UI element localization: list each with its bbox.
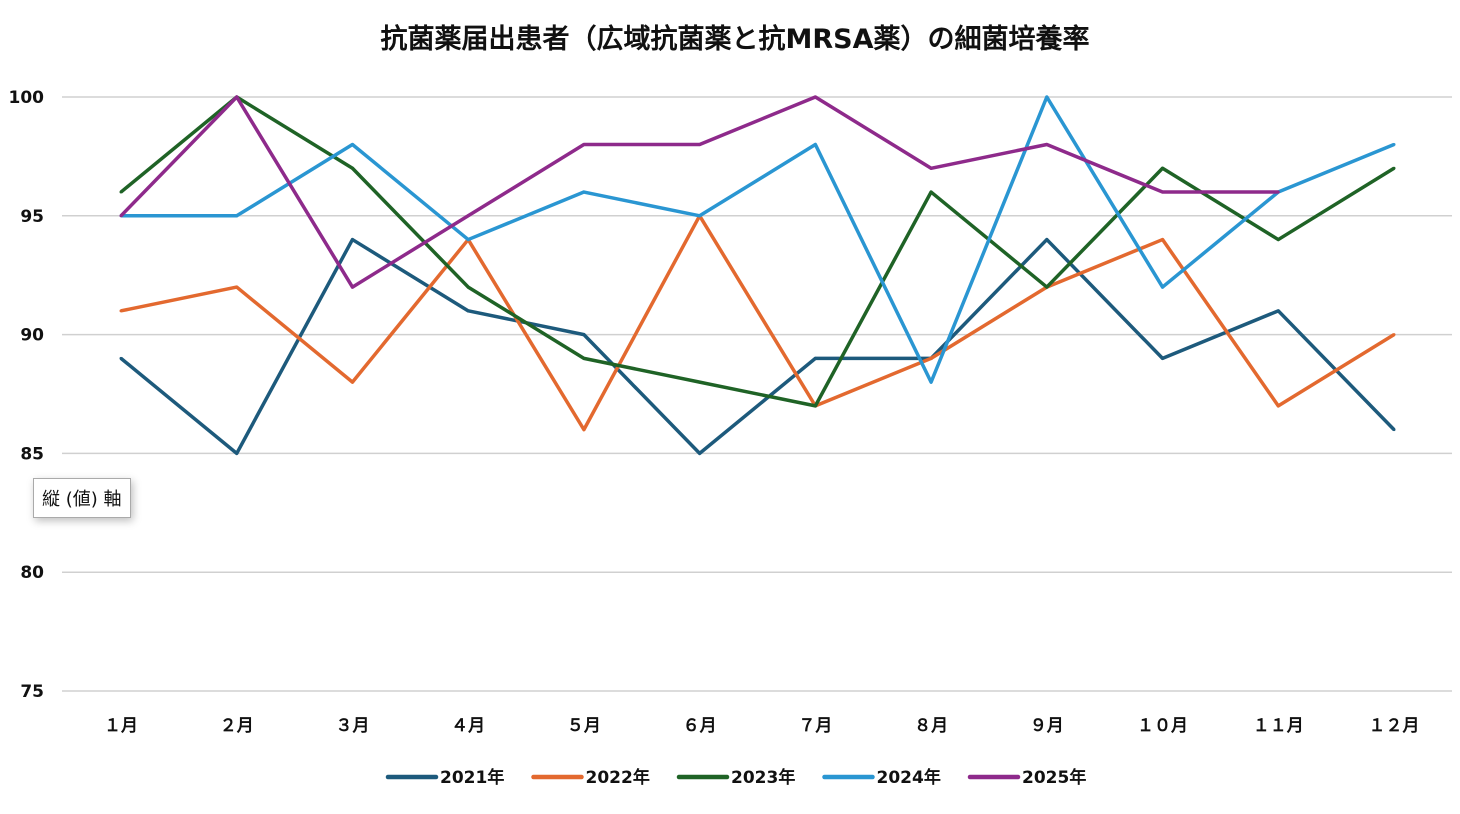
data-point bbox=[582, 428, 586, 432]
data-point bbox=[235, 214, 239, 218]
legend-label: 2024年 bbox=[877, 767, 941, 788]
data-point bbox=[582, 143, 586, 147]
data-point bbox=[119, 190, 123, 194]
x-tick-label: ３月 bbox=[335, 716, 369, 736]
data-point bbox=[1276, 190, 1280, 194]
x-tick-label: １１月 bbox=[1253, 716, 1304, 736]
chart-title: 抗菌薬届出患者（広域抗菌薬と抗MRSA薬）の細菌培養率 bbox=[381, 23, 1090, 55]
data-point bbox=[813, 356, 817, 360]
data-point bbox=[698, 380, 702, 384]
data-point bbox=[1276, 309, 1280, 313]
data-point bbox=[1161, 190, 1165, 194]
x-tick-label: １２月 bbox=[1369, 716, 1420, 736]
data-point bbox=[235, 285, 239, 289]
data-point bbox=[582, 333, 586, 337]
y-tick-label: 85 bbox=[20, 444, 44, 464]
data-point bbox=[698, 451, 702, 455]
x-tick-label: ９月 bbox=[1030, 716, 1064, 736]
x-tick-label: １０月 bbox=[1137, 716, 1188, 736]
data-point bbox=[1392, 166, 1396, 170]
data-point bbox=[813, 143, 817, 147]
data-point bbox=[1392, 428, 1396, 432]
data-point bbox=[235, 95, 239, 99]
data-point bbox=[119, 214, 123, 218]
y-tick-label: 100 bbox=[9, 88, 45, 108]
series-line-2022年[interactable] bbox=[120, 214, 1395, 432]
y-tick-label: 75 bbox=[20, 682, 44, 702]
data-point bbox=[1392, 333, 1396, 337]
y-tick-label: 80 bbox=[20, 563, 44, 583]
data-point bbox=[698, 214, 702, 218]
data-point bbox=[1161, 166, 1165, 170]
data-point bbox=[119, 309, 123, 313]
legend-label: 2022年 bbox=[586, 767, 650, 788]
series-line-2021年[interactable] bbox=[119, 237, 1396, 456]
legend-label: 2021年 bbox=[440, 767, 504, 788]
legend-label: 2025年 bbox=[1022, 767, 1086, 788]
x-tick-label: ４月 bbox=[451, 716, 485, 736]
data-point bbox=[1045, 238, 1049, 242]
x-tick-label: ７月 bbox=[798, 716, 832, 736]
data-point bbox=[119, 356, 123, 360]
x-tick-label: ５月 bbox=[567, 716, 601, 736]
x-tick-label: １月 bbox=[104, 716, 138, 736]
data-point bbox=[466, 238, 470, 242]
data-point bbox=[1161, 356, 1165, 360]
series-line-2024年[interactable] bbox=[121, 95, 1395, 384]
data-point bbox=[1276, 404, 1280, 408]
x-tick-label: ２月 bbox=[220, 716, 254, 736]
data-point bbox=[1045, 285, 1049, 289]
data-point bbox=[929, 380, 933, 384]
axis-tooltip: 縦 (値) 軸 bbox=[33, 478, 131, 518]
data-point bbox=[1161, 285, 1165, 289]
data-point bbox=[582, 356, 586, 360]
data-point bbox=[350, 380, 354, 384]
data-point bbox=[813, 404, 817, 408]
data-point bbox=[929, 190, 933, 194]
series-line-2023年[interactable] bbox=[119, 95, 1395, 408]
data-point bbox=[813, 95, 817, 99]
data-point bbox=[466, 285, 470, 289]
x-tick-label: ６月 bbox=[683, 716, 717, 736]
data-point bbox=[466, 214, 470, 218]
data-point bbox=[350, 238, 354, 242]
data-point bbox=[466, 309, 470, 313]
data-point bbox=[1276, 238, 1280, 242]
data-point bbox=[582, 190, 586, 194]
y-tick-label: 90 bbox=[20, 326, 44, 346]
x-tick-label: ８月 bbox=[914, 716, 948, 736]
data-point bbox=[1161, 238, 1165, 242]
data-point bbox=[235, 451, 239, 455]
data-point bbox=[1045, 95, 1049, 99]
data-point bbox=[350, 143, 354, 147]
data-point bbox=[929, 166, 933, 170]
y-tick-label: 95 bbox=[20, 207, 44, 227]
data-point bbox=[698, 143, 702, 147]
data-point bbox=[1392, 143, 1396, 147]
data-point bbox=[929, 356, 933, 360]
data-point bbox=[1045, 143, 1049, 147]
legend-label: 2023年 bbox=[731, 767, 795, 788]
data-point bbox=[350, 285, 354, 289]
data-point bbox=[350, 166, 354, 170]
